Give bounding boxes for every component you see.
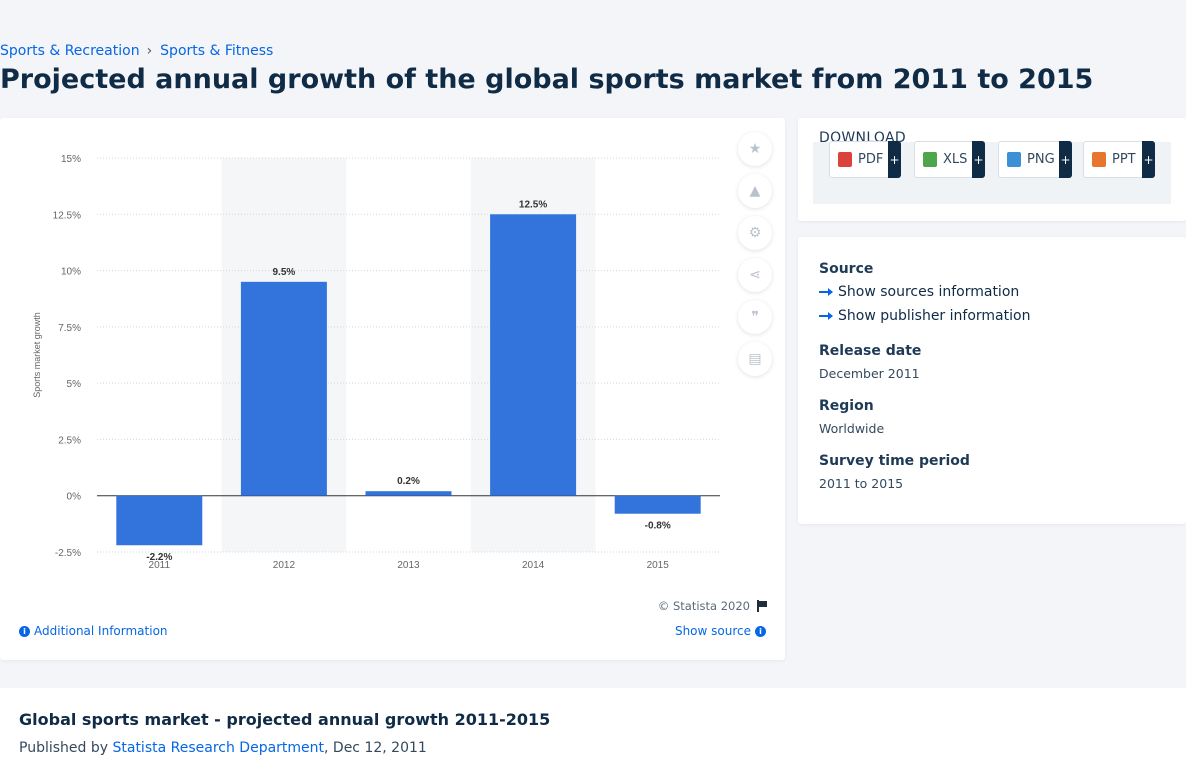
breadcrumb-separator: › [146,43,153,59]
download-card: DOWNLOAD PDF + XLS + PNG + PPT + [798,118,1186,221]
survey-period-heading: Survey time period [819,453,970,469]
region-value: Worldwide [819,421,885,436]
star-icon[interactable]: ★ [738,132,772,166]
download-xls-button[interactable]: XLS + [914,141,985,178]
y-tick-label: 7.5% [58,323,81,334]
download-png-label: PNG [1027,152,1055,167]
arrow-right-icon [819,312,833,320]
publisher-link[interactable]: Statista Research Department [112,740,325,756]
print-icon[interactable]: ▤ [738,342,772,376]
published-date: , Dec 12, 2011 [324,740,427,756]
show-sources-label: Show sources information [838,284,1020,300]
y-tick-label: 2.5% [58,435,81,446]
statistic-meta-card: Source Show sources information Show pub… [798,237,1186,524]
xls-file-icon [923,152,937,167]
info-icon: i [19,625,30,637]
bar [240,281,327,496]
show-sources-link[interactable]: Show sources information [819,284,1019,300]
breadcrumb-sports-fitness[interactable]: Sports & Fitness [160,43,274,59]
quote-icon[interactable]: ❞ [738,300,772,334]
plus-icon[interactable]: + [1142,141,1155,178]
source-heading: Source [819,261,874,277]
bar [116,495,203,546]
bar [365,491,452,496]
y-tick-label: 10% [61,267,81,278]
published-by: Published by Statista Research Departmen… [19,740,427,756]
flag-icon[interactable] [756,600,767,612]
x-tick-label: 2015 [647,560,670,571]
region-heading: Region [819,398,874,414]
download-png-button[interactable]: PNG + [998,141,1072,178]
y-axis-label: Sports market growth [32,312,42,398]
download-pdf-label: PDF [858,152,884,167]
download-pdf-button[interactable]: PDF + [829,141,901,178]
ppt-file-icon [1092,152,1106,167]
show-publisher-link[interactable]: Show publisher information [819,308,1030,324]
breadcrumb-sports-recreation[interactable]: Sports & Recreation [0,43,140,59]
png-file-icon [1007,152,1021,167]
copyright-text: © Statista 2020 [657,599,750,613]
release-date-value: December 2011 [819,366,920,381]
x-tick-label: 2014 [522,560,545,571]
gear-icon[interactable]: ⚙ [738,216,772,250]
data-label: 0.2% [397,476,420,487]
y-tick-label: -2.5% [55,548,81,559]
show-source-link[interactable]: Show source i [675,624,766,638]
pdf-file-icon [838,152,852,167]
y-tick-label: 0% [67,492,82,503]
bar [490,214,577,496]
publication-card: Global sports market - projected annual … [0,688,1186,760]
plus-icon[interactable]: + [888,141,901,178]
copyright-notice: © Statista 2020 [658,599,767,613]
bell-icon[interactable]: ▲ [738,174,772,208]
chart-card: -2.5% 0% 2.5% 5% 7.5% 10% 12.5% 15% Sports marke… [0,118,785,660]
show-publisher-label: Show publisher information [838,308,1031,324]
share-icon[interactable]: ⋖ [738,258,772,292]
show-source-label: Show source [674,624,751,638]
survey-period-value: 2011 to 2015 [819,476,904,491]
additional-information-link[interactable]: i Additional Information [19,624,168,638]
additional-information-label: Additional Information [34,624,168,638]
data-label: -0.8% [645,521,671,532]
download-ppt-button[interactable]: PPT + [1083,141,1155,178]
bar-chart: -2.5% 0% 2.5% 5% 7.5% 10% 12.5% 15% Sports marke… [32,154,720,571]
published-prefix: Published by [19,740,109,756]
plus-icon[interactable]: + [972,141,985,178]
arrow-right-icon [819,288,833,296]
chart-toolbar: ★ ▲ ⚙ ⋖ ❞ ▤ [738,132,772,384]
data-label: -2.2% [146,552,172,563]
download-ppt-label: PPT [1112,152,1136,167]
x-tick-label: 2012 [273,560,296,571]
y-tick-label: 12.5% [53,210,81,221]
top-band [0,0,1186,38]
bar [614,495,701,514]
release-date-heading: Release date [819,343,922,359]
download-xls-label: XLS [943,152,968,167]
data-label: 12.5% [519,199,547,210]
x-tick-label: 2011 [149,560,171,571]
data-label: 9.5% [273,267,296,278]
y-tick-label: 15% [61,154,81,165]
info-icon: i [755,625,766,637]
y-tick-label: 5% [67,379,82,390]
x-tick-label: 2013 [397,560,420,571]
plus-icon[interactable]: + [1059,141,1072,178]
statistic-title: Global sports market - projected annual … [19,710,551,729]
page-title: Projected annual growth of the global sp… [0,64,1094,95]
breadcrumb: Sports & Recreation › Sports & Fitness [0,43,273,59]
